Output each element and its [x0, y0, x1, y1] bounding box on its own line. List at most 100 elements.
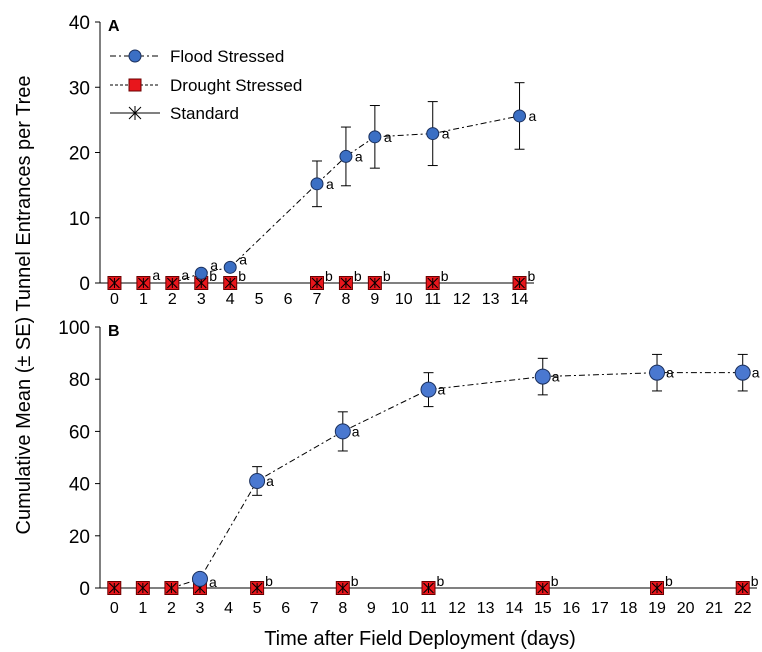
x-tick-label: 8	[338, 600, 347, 617]
data-point-standard	[311, 277, 323, 289]
x-tick-label: 17	[591, 600, 609, 617]
significance-letter-drought: b	[238, 268, 246, 284]
significance-letter-flood: a	[266, 473, 274, 489]
significance-letter-flood: a	[210, 257, 218, 273]
legend-marker-asterisk	[128, 106, 142, 120]
data-point-standard	[737, 582, 749, 594]
y-tick-label: 0	[79, 274, 90, 295]
x-tick-label: 10	[395, 291, 413, 308]
x-tick-label: 13	[477, 600, 495, 617]
data-point-flood-stressed	[223, 260, 237, 274]
panel-label: A	[108, 18, 120, 35]
x-tick-label: 20	[677, 600, 695, 617]
y-tick-label: 80	[69, 370, 90, 391]
significance-letter-drought: b	[665, 573, 673, 589]
significance-letter-drought: b	[265, 573, 273, 589]
y-tick-label: 40	[69, 13, 90, 34]
significance-letter-drought: b	[209, 268, 217, 284]
significance-letter-flood: a	[666, 365, 674, 381]
x-tick-label: 5	[253, 600, 262, 617]
data-point-standard	[537, 582, 549, 594]
x-tick-label: 7	[313, 291, 322, 308]
significance-letter-drought: b	[354, 268, 362, 284]
y-tick-label: 0	[79, 579, 90, 600]
significance-letter-flood: a	[442, 126, 450, 142]
significance-letter-flood: a	[239, 251, 247, 267]
data-point-standard	[340, 277, 352, 289]
data-point-standard	[138, 277, 149, 289]
significance-letter-flood: a	[152, 267, 160, 283]
significance-letter-flood: a	[209, 574, 217, 590]
data-point-standard	[369, 277, 381, 289]
x-tick-label: 3	[196, 600, 205, 617]
data-point-flood-stressed	[194, 266, 208, 280]
data-point-standard	[251, 582, 263, 594]
data-point-standard	[423, 582, 434, 594]
x-tick-label: 14	[505, 600, 523, 617]
data-point-flood-stressed	[249, 472, 266, 489]
x-tick-label: 7	[310, 600, 319, 617]
x-axis-title: Time after Field Deployment (days)	[264, 628, 576, 650]
significance-letter-flood: a	[384, 129, 392, 145]
significance-letter-drought: b	[325, 268, 333, 284]
x-tick-label: 12	[453, 291, 471, 308]
x-tick-label: 1	[138, 600, 147, 617]
significance-letter-drought: b	[383, 268, 391, 284]
y-tick-label: 10	[69, 209, 90, 230]
x-tick-label: 5	[255, 291, 264, 308]
legend-label: Drought Stressed	[170, 76, 302, 95]
series-line-flood-stressed	[114, 115, 520, 284]
significance-letter-flood: a	[529, 108, 537, 124]
y-tick-label: 40	[69, 475, 90, 496]
data-point-standard	[166, 277, 178, 289]
x-tick-label: 16	[562, 600, 580, 617]
x-tick-label: 3	[197, 291, 206, 308]
legend-label: Flood Stressed	[170, 47, 284, 66]
x-tick-label: 2	[168, 291, 177, 308]
significance-letter-flood: a	[438, 382, 446, 398]
data-point-standard	[224, 277, 236, 289]
x-tick-label: 11	[424, 291, 441, 308]
data-point-flood-stressed	[191, 570, 208, 587]
x-tick-label: 4	[226, 291, 235, 308]
y-tick-label: 20	[69, 527, 90, 548]
data-point-standard	[427, 277, 439, 289]
y-tick-label: 100	[58, 318, 90, 339]
x-tick-label: 18	[620, 600, 638, 617]
x-tick-label: 9	[370, 291, 379, 308]
y-tick-label: 60	[69, 422, 90, 443]
significance-letter-drought: b	[441, 268, 449, 284]
significance-letter-flood: a	[752, 365, 760, 381]
data-point-flood-stressed	[368, 130, 382, 144]
x-tick-label: 6	[281, 600, 290, 617]
x-tick-label: 9	[367, 600, 376, 617]
x-tick-label: 12	[448, 600, 466, 617]
legend-marker-circle	[128, 49, 142, 63]
data-point-flood-stressed	[420, 381, 437, 398]
x-tick-label: 1	[139, 291, 148, 308]
y-axis-title: Cumulative Mean (± SE) Tunnel Entrances …	[13, 76, 35, 535]
x-tick-label: 14	[511, 291, 529, 308]
panel-label: B	[108, 323, 120, 340]
significance-letter-flood: a	[552, 369, 560, 385]
series-line-flood-stressed	[114, 372, 743, 589]
data-point-flood-stressed	[534, 368, 551, 385]
data-point-flood-stressed	[426, 127, 440, 141]
legend-marker-square	[128, 78, 142, 92]
significance-letter-flood: a	[326, 176, 334, 192]
data-point-standard	[137, 582, 149, 594]
significance-letter-flood: a	[181, 267, 189, 283]
data-point-flood-stressed	[339, 149, 353, 163]
data-point-standard	[651, 582, 663, 594]
significance-letter-drought: b	[528, 268, 536, 284]
x-tick-label: 0	[110, 600, 119, 617]
significance-letter-drought: b	[351, 573, 359, 589]
x-tick-label: 6	[284, 291, 293, 308]
data-point-standard	[514, 277, 525, 289]
significance-letter-flood: a	[352, 423, 360, 439]
x-tick-label: 22	[734, 600, 752, 617]
data-point-flood-stressed	[334, 423, 351, 440]
